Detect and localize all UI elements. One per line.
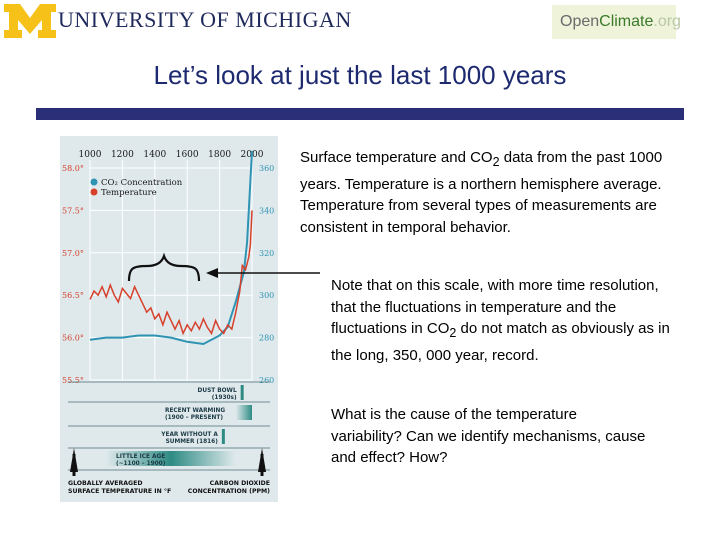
right-axis-caption: CONCENTRATION (PPM) [188, 488, 270, 495]
legend-label: CO₂ Concentration [101, 178, 183, 188]
y-left-tick-label: 56.0° [62, 334, 84, 343]
openclimate-text: OpenClimate.org [560, 13, 681, 31]
p2-subscript: 2 [449, 326, 457, 340]
paragraph-fluctuation-note: Note that on this scale, with more time … [331, 275, 671, 366]
pointer-arrow-icon [206, 268, 218, 278]
annotation-label: SUMMER (1816) [166, 439, 219, 445]
annotation-band [221, 429, 225, 444]
y-right-tick-label: 320 [259, 249, 274, 258]
slide-title: Let’s look at just the last 1000 years [153, 60, 567, 90]
temperature-co2-chart: 1000 1200 1400 1600 1800 2000 58.0°57.5°57.0°… [60, 136, 278, 502]
legend-marker-icon [90, 188, 98, 196]
university-name: UNIVERSITY OF MICHIGAN [58, 7, 352, 32]
x-tick-label: 1400 [143, 150, 166, 160]
annotation-label: YEAR WITHOUT A [160, 432, 218, 438]
annotation-label: (1900 – PRESENT) [165, 415, 223, 421]
temperature-co2-figure: 1000 1200 1400 1600 1800 2000 58.0° 57.5° 57.0°… [60, 136, 278, 502]
openclimate-open: Open [560, 13, 600, 30]
annotation-label: LITTLE ICE AGE [116, 454, 165, 460]
p1-text-b: data from the past 1000 years. Temperatu… [300, 149, 663, 236]
p1-text-a: Surface temperature and CO [300, 149, 493, 166]
annotation-label: DUST BOWL [198, 388, 237, 394]
y-right-tick-label: 340 [259, 206, 274, 215]
y-left-tick-label: 58.0° [62, 164, 84, 173]
x-tick-label: 1600 [176, 150, 199, 160]
legend-marker-icon [90, 178, 98, 186]
y-right-tick-label: 260 [259, 376, 274, 385]
p2-text-b: do not match as obviously as in the long… [331, 320, 670, 364]
p1-subscript: 2 [492, 155, 500, 169]
left-axis-caption: SURFACE TEMPERATURE IN °F [68, 487, 171, 495]
annotation-band [235, 405, 252, 420]
y-right-tick-label: 280 [259, 334, 274, 343]
co2-series-line [89, 150, 253, 346]
annotation-label: (1930s) [212, 395, 237, 401]
paragraph-question: What is the cause of the temperature var… [331, 406, 646, 466]
y-right-tick-label: 300 [259, 291, 274, 300]
annotation-label: (~1100 – 1900) [116, 461, 166, 467]
p2-text-a: Note that on this scale, with more time … [331, 277, 659, 337]
annotation-band [240, 385, 244, 400]
openclimate-org: .org [653, 13, 681, 30]
openclimate-climate: Climate [599, 13, 654, 30]
y-right-tick-label: 360 [259, 164, 274, 173]
legend-label: Temperature [101, 188, 157, 198]
x-tick-label: 1800 [208, 150, 231, 160]
y-left-tick-label: 57.0° [62, 249, 84, 258]
temperature-series-line [89, 210, 253, 336]
annotation-band [106, 451, 236, 466]
right-axis-caption: CARBON DIOXIDE [210, 480, 270, 487]
left-axis-caption: GLOBALLY AVERAGED [68, 480, 143, 487]
brace-icon [127, 252, 201, 282]
right-axis-arrow-shaft [260, 454, 264, 476]
y-left-tick-label: 57.5° [62, 206, 84, 215]
y-left-tick-label: 55.5° [62, 376, 84, 385]
annotation-label: RECENT WARMING [165, 408, 225, 414]
paragraph-data-description: Surface temperature and CO2 data from th… [300, 147, 690, 238]
university-logo-icon [4, 4, 56, 38]
x-tick-label: 1000 [79, 150, 102, 160]
y-left-tick-label: 56.5° [62, 291, 84, 300]
title-underline-bar [36, 108, 684, 120]
openclimate-logo [552, 5, 676, 39]
x-tick-label: 1200 [111, 150, 134, 160]
left-axis-arrow-shaft [72, 454, 76, 476]
